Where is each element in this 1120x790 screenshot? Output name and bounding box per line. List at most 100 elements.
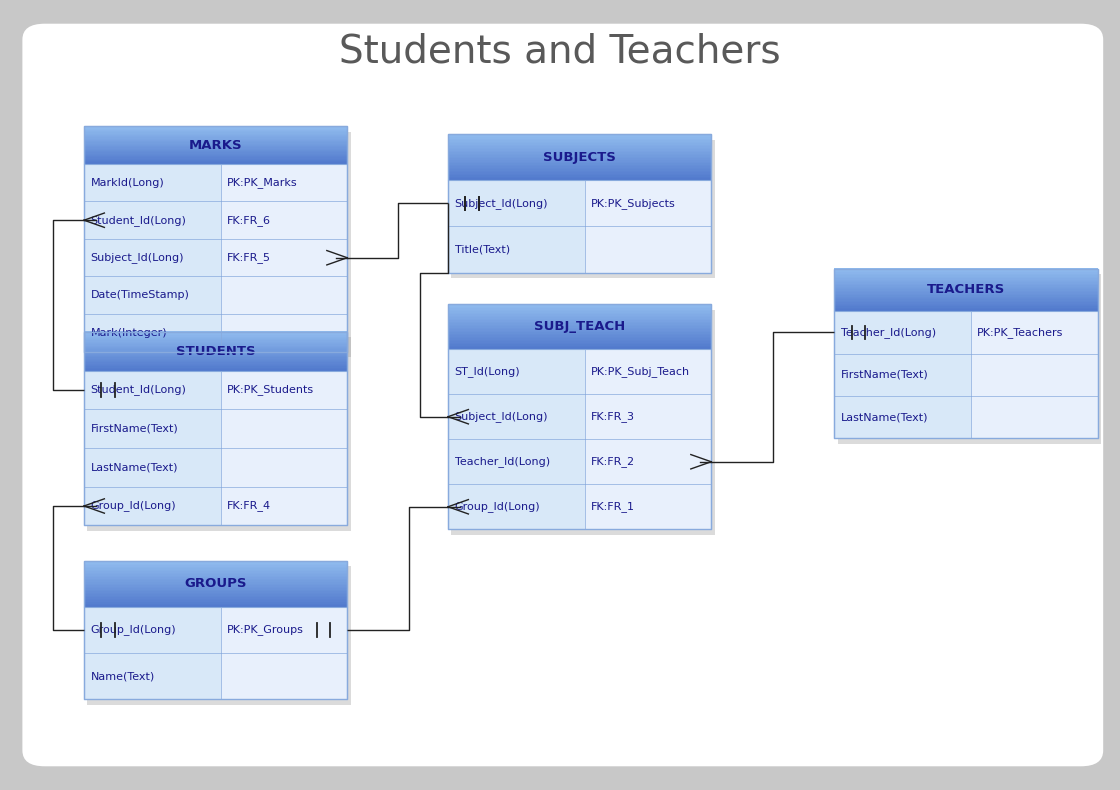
Bar	[84, 160, 347, 161]
Text: FirstName(Text): FirstName(Text)	[91, 423, 178, 434]
Bar	[971, 396, 1098, 438]
Bar	[448, 172, 711, 175]
Text: ST_Id(Long): ST_Id(Long)	[455, 367, 521, 377]
Text: Mark(Integer): Mark(Integer)	[91, 328, 167, 338]
Bar	[84, 582, 347, 584]
Bar	[451, 140, 715, 278]
Bar	[84, 587, 347, 589]
Bar	[84, 568, 347, 570]
Bar	[585, 349, 711, 394]
Bar	[448, 344, 711, 346]
Bar	[448, 349, 585, 394]
Bar	[834, 308, 1098, 310]
Bar	[84, 653, 221, 699]
Bar	[448, 307, 711, 309]
Bar	[84, 355, 347, 356]
Bar	[834, 296, 1098, 299]
Bar	[84, 344, 347, 346]
Bar	[585, 394, 711, 439]
Bar	[448, 343, 711, 344]
Bar	[834, 288, 1098, 290]
Bar	[84, 152, 347, 154]
Bar	[84, 339, 347, 340]
Bar	[448, 325, 711, 327]
Bar	[834, 396, 971, 438]
Bar	[221, 653, 347, 699]
Bar	[84, 566, 347, 569]
Bar	[448, 340, 711, 341]
Text: FK:FR_5: FK:FR_5	[226, 252, 270, 263]
Bar	[84, 361, 347, 363]
Bar	[221, 276, 347, 314]
Bar	[834, 275, 1098, 277]
Bar	[834, 269, 1098, 272]
Bar	[448, 304, 711, 529]
Bar	[84, 367, 347, 368]
Bar	[221, 201, 347, 239]
Bar	[84, 140, 347, 141]
Bar	[84, 332, 347, 525]
Bar	[448, 335, 711, 337]
Bar	[84, 561, 347, 699]
Bar	[448, 310, 711, 311]
Bar	[448, 140, 711, 142]
Bar	[84, 131, 347, 133]
Bar	[834, 276, 1098, 279]
Bar	[448, 135, 711, 137]
Text: Date(TimeStamp): Date(TimeStamp)	[91, 290, 189, 300]
Bar	[448, 333, 711, 336]
Bar	[84, 276, 221, 314]
Bar	[84, 349, 347, 351]
Bar	[84, 574, 347, 576]
Bar	[834, 269, 1098, 438]
Bar	[84, 130, 347, 131]
Bar	[448, 227, 585, 273]
Bar	[84, 145, 347, 146]
Bar	[834, 273, 1098, 274]
Bar	[84, 579, 347, 581]
Bar	[84, 348, 347, 350]
Bar	[834, 301, 1098, 303]
Bar	[448, 329, 711, 331]
Bar	[585, 180, 711, 227]
Bar	[834, 285, 1098, 287]
Bar	[84, 584, 347, 585]
Bar	[84, 562, 347, 564]
Bar	[87, 566, 351, 705]
Bar	[448, 137, 711, 139]
Bar	[84, 345, 347, 348]
Text: Subject_Id(Long): Subject_Id(Long)	[455, 412, 548, 422]
Bar	[834, 289, 1098, 292]
Bar	[84, 356, 347, 358]
Bar	[84, 337, 347, 338]
Bar	[834, 292, 1098, 294]
Bar	[84, 332, 347, 371]
Bar	[448, 160, 711, 162]
Bar	[834, 291, 1098, 292]
Bar	[448, 163, 711, 165]
Text: Student_Id(Long): Student_Id(Long)	[91, 215, 187, 226]
Bar	[84, 602, 347, 604]
Bar	[84, 353, 347, 355]
Bar	[84, 155, 347, 156]
Bar	[87, 337, 351, 531]
Bar	[448, 166, 711, 168]
Bar	[84, 599, 347, 601]
Text: SUBJECTS: SUBJECTS	[543, 151, 616, 164]
Bar	[221, 409, 347, 448]
Bar	[221, 607, 347, 653]
Bar	[834, 299, 1098, 301]
Text: FK:FR_6: FK:FR_6	[226, 215, 270, 226]
Bar	[84, 162, 347, 164]
Bar	[84, 600, 347, 602]
Bar	[834, 303, 1098, 306]
Bar	[448, 149, 711, 151]
Text: PK:PK_Marks: PK:PK_Marks	[226, 177, 297, 188]
Bar	[448, 328, 711, 329]
Bar	[84, 164, 221, 201]
Bar	[84, 359, 347, 360]
Bar	[84, 589, 347, 592]
Bar	[84, 126, 347, 128]
Text: Title(Text): Title(Text)	[455, 245, 510, 254]
Bar	[834, 269, 1098, 311]
